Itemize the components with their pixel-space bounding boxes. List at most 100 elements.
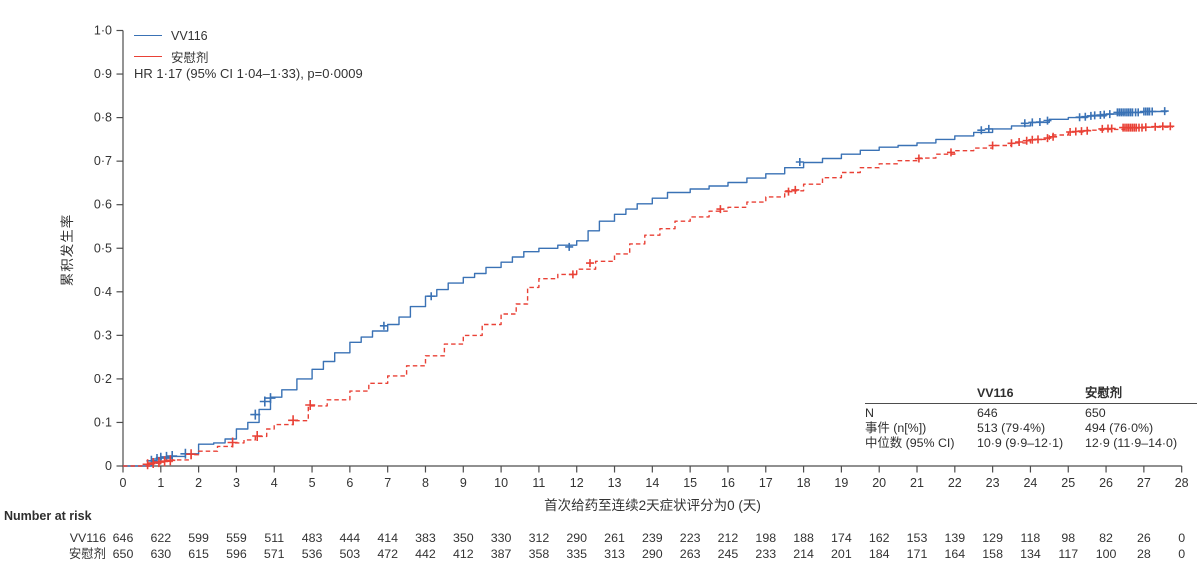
risk-count: 0: [1178, 547, 1185, 561]
vv116-curve: [123, 110, 1168, 467]
risk-count: 444: [340, 531, 361, 545]
x-tick-label: 15: [683, 476, 697, 490]
risk-count: 536: [302, 547, 323, 561]
risk-count: 233: [755, 547, 776, 561]
risk-count: 263: [680, 547, 701, 561]
risk-count: 290: [642, 547, 663, 561]
stats-row: 中位数 (95% CI) 10·9 (9·9–12·1) 12·9 (11·9–14…: [865, 436, 1197, 451]
vv116-censor-marks: [146, 107, 1169, 466]
risk-count: 571: [264, 547, 285, 561]
risk-count: 223: [680, 531, 701, 545]
risk-count: 442: [415, 547, 436, 561]
x-tick-label: 13: [608, 476, 622, 490]
risk-count: 511: [264, 531, 284, 545]
risk-count: 98: [1061, 531, 1075, 545]
risk-count: 158: [982, 547, 1003, 561]
risk-count: 383: [415, 531, 436, 545]
x-tick-label: 0: [120, 476, 127, 490]
x-tick-label: 9: [460, 476, 467, 490]
stats-cell: 事件 (n[%]): [865, 421, 927, 435]
y-tick-label: 0·2: [94, 372, 112, 386]
x-tick-label: 16: [721, 476, 735, 490]
risk-count: 358: [529, 547, 550, 561]
risk-count: 412: [453, 547, 474, 561]
x-tick-label: 28: [1175, 476, 1189, 490]
risk-count: 261: [604, 531, 625, 545]
x-tick-label: 1: [157, 476, 164, 490]
stats-cell: 中位数 (95% CI): [865, 436, 955, 450]
risk-count: 239: [642, 531, 663, 545]
risk-count: 28: [1137, 547, 1151, 561]
y-tick-label: 0·5: [94, 241, 112, 255]
risk-count: 201: [831, 547, 852, 561]
y-tick-label: 0·7: [94, 154, 112, 168]
x-tick-label: 25: [1061, 476, 1075, 490]
risk-count: 0: [1178, 531, 1185, 545]
x-tick-label: 26: [1099, 476, 1113, 490]
x-tick-label: 19: [834, 476, 848, 490]
legend-label-vv116: VV116: [171, 28, 208, 43]
risk-count: 117: [1058, 547, 1078, 561]
x-tick-label: 14: [645, 476, 659, 490]
y-tick-label: 0·3: [94, 328, 112, 342]
risk-count: 212: [718, 531, 739, 545]
x-tick-label: 5: [309, 476, 316, 490]
y-tick-label: 0·4: [94, 285, 112, 299]
y-axis-title: 累积发生率: [60, 213, 75, 287]
stats-cell: 10·9 (9·9–12·1): [977, 436, 1064, 450]
risk-count: 82: [1099, 531, 1113, 545]
stats-cell: 494 (76·0%): [1085, 421, 1154, 435]
risk-count: 335: [566, 547, 587, 561]
placebo-censor-marks: [142, 122, 1175, 470]
risk-count: 188: [793, 531, 814, 545]
stats-header-row: VV116 安慰剂: [865, 385, 1197, 404]
stats-cell: 513 (79·4%): [977, 421, 1046, 435]
risk-count: 171: [907, 547, 928, 561]
x-tick-label: 23: [986, 476, 1000, 490]
placebo-line-swatch: [134, 56, 162, 57]
x-tick-label: 11: [532, 476, 545, 490]
x-tick-label: 12: [570, 476, 584, 490]
risk-row-label: VV116: [70, 531, 106, 545]
risk-count: 414: [377, 531, 398, 545]
x-tick-label: 18: [797, 476, 811, 490]
risk-count: 164: [944, 547, 965, 561]
legend-label-placebo: 安慰剂: [171, 51, 209, 65]
x-axis-title: 首次给药至连续2天症状评分为0 (天): [544, 498, 761, 513]
stats-header-cell: 安慰剂: [1085, 386, 1123, 400]
risk-count: 650: [113, 547, 134, 561]
risk-count: 350: [453, 531, 474, 545]
risk-count: 153: [907, 531, 928, 545]
x-tick-label: 8: [422, 476, 429, 490]
risk-count: 622: [150, 531, 171, 545]
risk-count: 129: [982, 531, 1003, 545]
risk-count: 162: [869, 531, 890, 545]
x-tick-label: 22: [948, 476, 962, 490]
x-tick-label: 4: [271, 476, 278, 490]
number-at-risk-title: Number at risk: [4, 509, 92, 523]
risk-count: 596: [226, 547, 247, 561]
summary-statistics-table: VV116 安慰剂 N 646 650 事件 (n[%]) 513 (79·4%) 494 (…: [865, 385, 1197, 451]
stats-row: 事件 (n[%]) 513 (79·4%) 494 (76·0%): [865, 421, 1197, 436]
x-tick-label: 2: [195, 476, 202, 490]
risk-count: 198: [755, 531, 776, 545]
risk-count: 503: [340, 547, 361, 561]
risk-count: 559: [226, 531, 247, 545]
risk-count: 313: [604, 547, 625, 561]
legend-row-placebo: 安慰剂: [134, 46, 209, 67]
stats-cell: 12·9 (11·9–14·0): [1085, 436, 1178, 450]
risk-count: 599: [188, 531, 209, 545]
vv116-line-swatch: [134, 35, 162, 36]
stats-header-cell: [865, 385, 977, 401]
y-tick-label: 0·1: [94, 415, 112, 429]
y-tick-label: 0·6: [94, 198, 112, 212]
stats-row: N 646 650: [865, 406, 1197, 421]
stats-header-cell: VV116: [977, 386, 1014, 400]
stats-cell: N: [865, 406, 874, 420]
risk-count: 184: [869, 547, 890, 561]
risk-count: 100: [1096, 547, 1117, 561]
legend-row-vv116: VV116: [134, 25, 209, 46]
risk-count: 290: [566, 531, 587, 545]
risk-count: 139: [944, 531, 965, 545]
placebo-curve: [123, 126, 1173, 467]
